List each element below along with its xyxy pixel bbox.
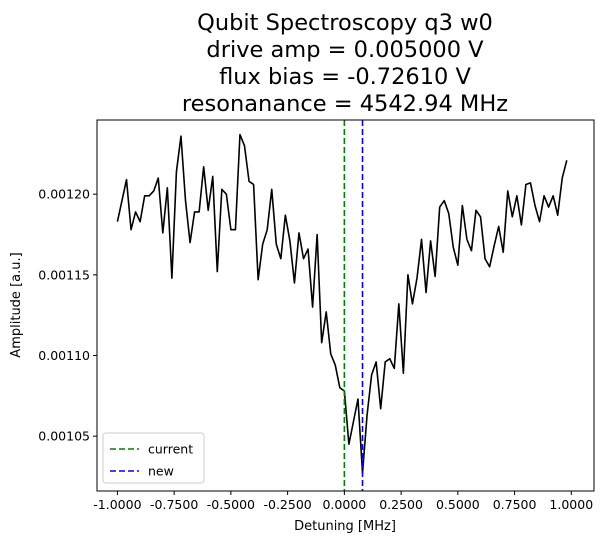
x-axis-label: Detuning [MHz] bbox=[294, 519, 396, 534]
y-axis-ticks: 0.00105 0.00110 0.00115 0.00120 bbox=[38, 187, 97, 444]
x-tick-label: -0.2500 bbox=[264, 497, 312, 512]
y-tick-label: 0.00110 bbox=[38, 348, 90, 363]
chart-title: Qubit Spectroscopy q3 w0 drive amp = 0.0… bbox=[182, 10, 508, 117]
title-line-4: resonanance = 4542.94 MHz bbox=[182, 91, 508, 117]
legend: current new bbox=[102, 432, 205, 484]
series-line-0 bbox=[116, 133, 568, 475]
title-line-2: drive amp = 0.005000 V bbox=[206, 37, 484, 63]
x-tick-label: 0.2500 bbox=[379, 497, 423, 512]
x-tick-label: 0.7500 bbox=[493, 497, 537, 512]
x-tick-label: -1.0000 bbox=[93, 497, 141, 512]
x-tick-label: 0.0000 bbox=[322, 497, 366, 512]
title-line-3: flux bias = -0.72610 V bbox=[219, 64, 471, 90]
y-tick-label: 0.00105 bbox=[38, 429, 90, 444]
y-axis-label: Amplitude [a.u.] bbox=[9, 252, 24, 357]
x-axis-ticks: -1.0000 -0.7500 -0.5000 -0.2500 0.0000 0.2500… bbox=[93, 491, 593, 512]
y-tick-label: 0.00120 bbox=[38, 187, 90, 202]
plot-area bbox=[116, 120, 568, 491]
plot-frame bbox=[96, 119, 595, 492]
x-tick-label: -0.5000 bbox=[207, 497, 255, 512]
y-tick-label: 0.00115 bbox=[38, 267, 90, 282]
x-tick-label: 1.0000 bbox=[549, 497, 593, 512]
x-tick-label: -0.7500 bbox=[150, 497, 198, 512]
legend-label-current: current bbox=[148, 442, 193, 457]
title-line-1: Qubit Spectroscopy q3 w0 bbox=[197, 10, 493, 36]
legend-label-new: new bbox=[148, 464, 174, 479]
x-tick-label: 0.5000 bbox=[436, 497, 480, 512]
